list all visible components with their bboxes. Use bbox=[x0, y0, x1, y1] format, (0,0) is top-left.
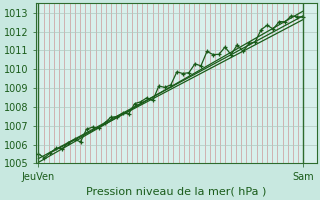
X-axis label: Pression niveau de la mer( hPa ): Pression niveau de la mer( hPa ) bbox=[86, 187, 266, 197]
